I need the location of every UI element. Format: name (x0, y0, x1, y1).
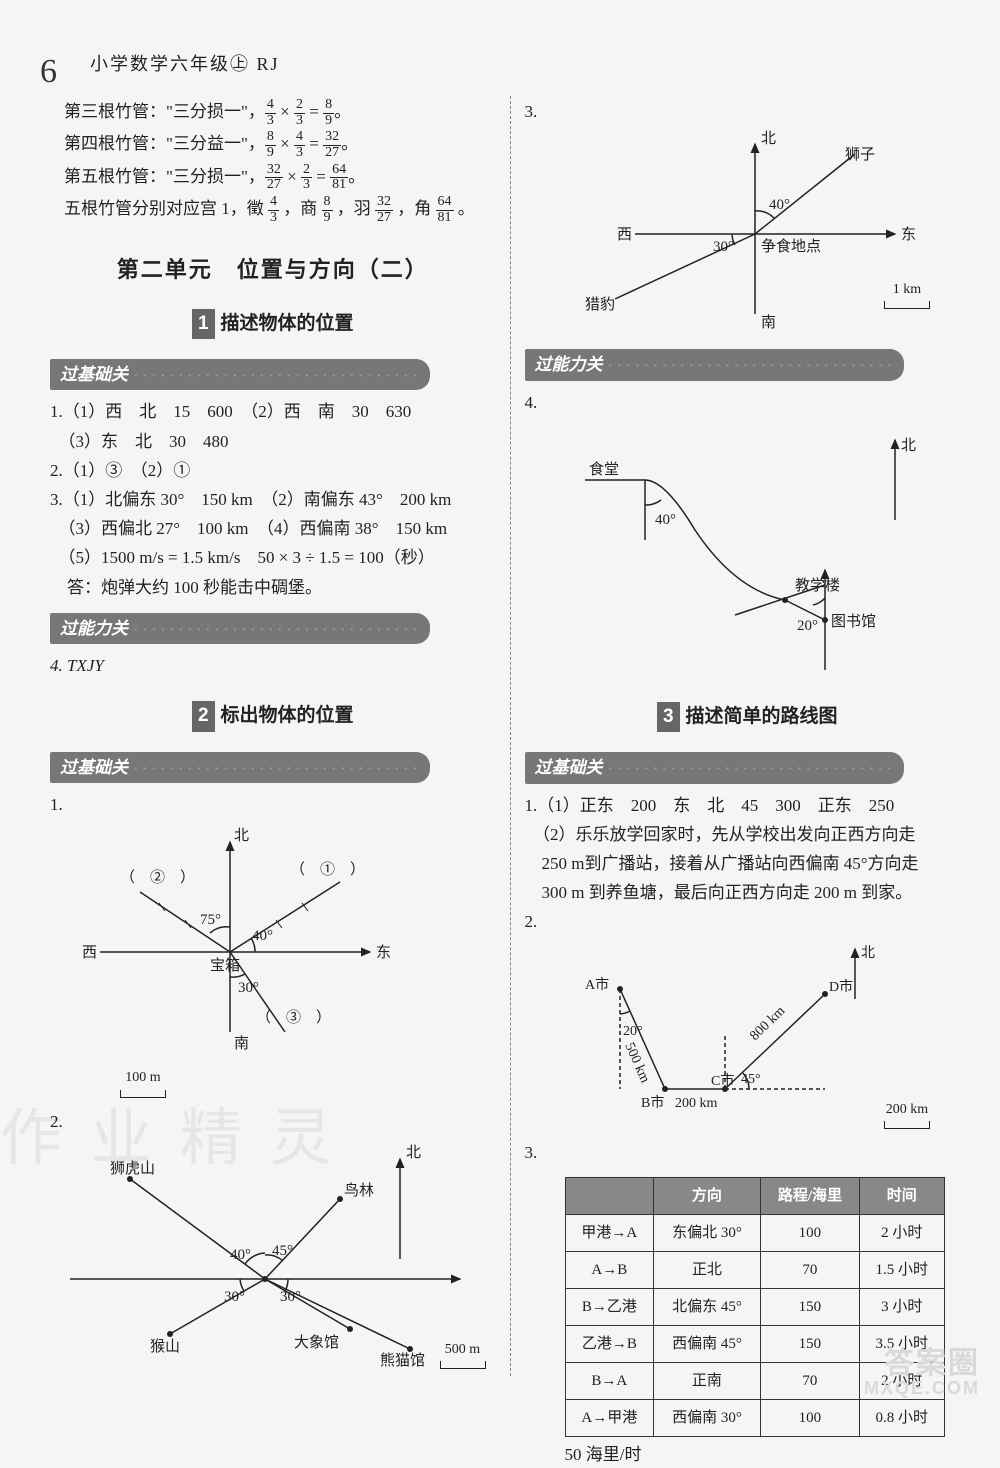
svg-text:东: 东 (376, 944, 391, 961)
question-2: 2.（1）③ （2）① (50, 457, 496, 484)
svg-text:南: 南 (761, 314, 776, 329)
diagram-3: 北 南 东 西 狮子 猎豹 争食地点 40° 30° 1 km (525, 129, 971, 329)
svg-text:（ ① ）: （ ① ） (290, 861, 365, 878)
svg-text:北: 北 (761, 130, 776, 147)
diagram-2: 北 狮虎山 鸟林 猴山 大象馆 熊猫馆 40° 45° 30° 30° 500 … (50, 1139, 496, 1369)
diagram-4: 北 食堂 教学楼 图书馆 40° 20° (525, 420, 971, 680)
table-qnum: 3. (525, 1139, 971, 1166)
svg-text:40°: 40° (252, 928, 273, 944)
column-divider (510, 96, 511, 1376)
svg-text:40°: 40° (769, 197, 790, 213)
svg-text:（ ② ）: （ ② ） (120, 869, 195, 886)
svg-text:狮子: 狮子 (845, 146, 875, 163)
svg-text:西: 西 (82, 945, 97, 961)
intro-lines: 第三根竹管："三分损一"，43 × 23 = 89。第四根竹管："三分益一"，8… (50, 98, 496, 193)
svg-text:食堂: 食堂 (589, 461, 619, 478)
svg-text:猎豹: 猎豹 (585, 296, 615, 313)
svg-text:北: 北 (406, 1144, 421, 1161)
svg-text:40°: 40° (655, 512, 676, 528)
svg-text:500 km: 500 km (621, 1041, 652, 1086)
svg-text:狮虎山: 狮虎山 (110, 1160, 155, 1177)
tag-basic: 过基础关 (50, 359, 430, 390)
section-3-title: 3描述简单的路线图 (525, 702, 971, 732)
scale-3: 1 km (884, 279, 930, 309)
svg-text:30°: 30° (713, 239, 734, 255)
d4-qnum: 4. (525, 389, 971, 416)
header-band: 小学数学六年级㊤ RJ (90, 50, 280, 79)
svg-text:45°: 45° (272, 1243, 293, 1259)
svg-text:猴山: 猴山 (150, 1338, 180, 1355)
diagram-1: 北 南 东 西 宝箱 75° 40° 30° （ ② ） （ ① ） （ ③ ）… (50, 822, 496, 1097)
svg-text:20°: 20° (797, 618, 818, 634)
d5-qnum: 2. (525, 908, 971, 935)
diagram-5: 北 A市 B市 C市 D市 500 km 800 km 200 km 20° 4… (525, 939, 971, 1129)
svg-text:30°: 30° (224, 1289, 245, 1305)
intro-summary: 五根竹管分别对应宫 1，徵 43 ，商 89 ，羽 3227 ，角 6481 。 (50, 195, 496, 225)
tag-skill: 过能力关 (50, 613, 430, 644)
svg-text:B市: B市 (641, 1094, 664, 1111)
tag-basic-2: 过基础关 (50, 752, 430, 783)
page-number: 6 (40, 45, 57, 99)
svg-text:45°: 45° (741, 1072, 761, 1087)
svg-text:40°: 40° (230, 1247, 251, 1263)
svg-text:（ ③ ）: （ ③ ） (256, 1009, 331, 1026)
svg-text:教学楼: 教学楼 (795, 577, 840, 594)
right-column: 3. 北 南 东 西 狮子 猎豹 (525, 96, 971, 1396)
svg-text:30°: 30° (280, 1289, 301, 1305)
question-4: 4. TXJY (50, 652, 496, 679)
tag-skill-2: 过能力关 (525, 349, 905, 380)
svg-text:A市: A市 (585, 976, 609, 993)
left-column: 第三根竹管："三分损一"，43 × 23 = 89。第四根竹管："三分益一"，8… (50, 96, 496, 1396)
svg-text:北: 北 (234, 827, 249, 844)
svg-text:200 km: 200 km (675, 1096, 718, 1111)
scale-1: 100 m (120, 1067, 166, 1097)
svg-text:熊猫馆: 熊猫馆 (380, 1352, 425, 1369)
svg-text:鸟林: 鸟林 (344, 1182, 374, 1199)
question-1: 1.（1）西 北 15 600 （2）西 南 30 630 （3）东 北 30 … (50, 398, 496, 454)
svg-text:西: 西 (617, 227, 632, 243)
section-2-title: 2标出物体的位置 (50, 701, 496, 731)
table-footer: 50 海里/时 (565, 1441, 971, 1468)
s3-question-1: 1.（1）正东 200 东 北 45 300 正东 250 （2）乐乐放学回家时… (525, 792, 971, 907)
scale-5: 200 km (884, 1099, 930, 1129)
svg-text:20°: 20° (623, 1024, 643, 1039)
svg-text:75°: 75° (200, 912, 221, 928)
scale-2: 500 m (440, 1339, 486, 1369)
svg-text:东: 东 (901, 226, 916, 243)
d1-qnum: 1. (50, 791, 496, 818)
question-3: 3.（1）北偏东 30° 150 km （2）南偏东 43° 200 km （3… (50, 486, 496, 601)
svg-text:宝箱: 宝箱 (210, 957, 240, 974)
svg-text:北: 北 (861, 945, 875, 961)
svg-text:大象馆: 大象馆 (294, 1334, 339, 1351)
svg-text:800 km: 800 km (747, 1004, 788, 1044)
svg-text:北: 北 (901, 437, 916, 454)
svg-text:30°: 30° (238, 980, 259, 996)
svg-text:南: 南 (234, 1035, 249, 1052)
tag-basic-3: 过基础关 (525, 752, 905, 783)
section-1-title: 1描述物体的位置 (50, 309, 496, 339)
svg-text:争食地点: 争食地点 (761, 237, 821, 255)
svg-text:D市: D市 (829, 978, 853, 995)
d2-qnum: 2. (50, 1108, 496, 1135)
d3-qnum: 3. (525, 98, 971, 125)
header-text: 小学数学六年级㊤ RJ (90, 54, 280, 74)
watermark: 答案圈 MXQE.COM (864, 1349, 980, 1397)
svg-text:C市: C市 (711, 1072, 734, 1089)
unit-title: 第二单元 位置与方向（二） (50, 252, 496, 287)
text: 五根竹管分别对应宫 1，徵 (64, 199, 264, 218)
svg-text:图书馆: 图书馆 (831, 613, 876, 630)
